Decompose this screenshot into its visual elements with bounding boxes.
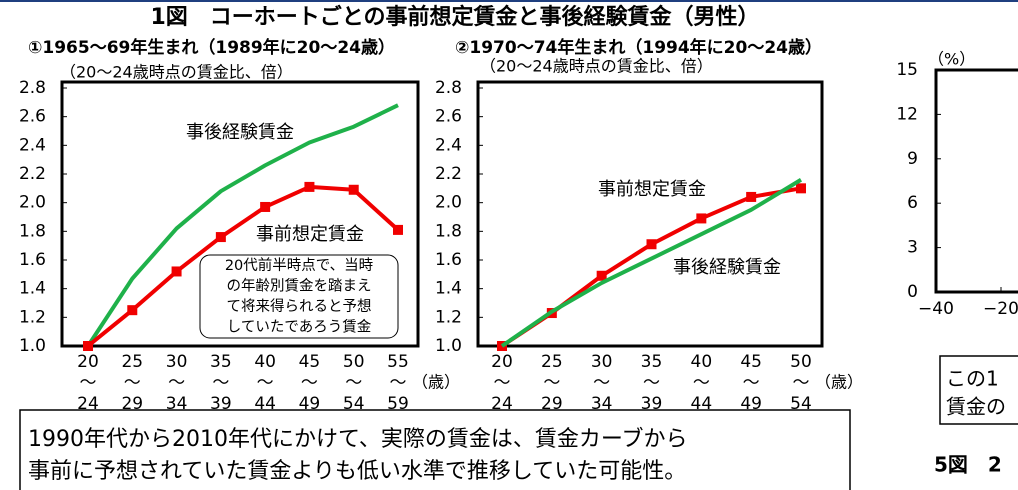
note-box	[19, 409, 851, 490]
plot-frame	[476, 80, 824, 348]
x-tick-label: 50 ～ 54	[343, 352, 365, 414]
point-marker	[260, 201, 271, 212]
x-tick-label: 45 ～ 49	[740, 352, 762, 414]
x-tick-label: −20	[983, 299, 1018, 319]
point-marker	[393, 224, 403, 235]
point-marker	[796, 183, 806, 194]
y-tick-label: 15	[896, 60, 918, 80]
subtitle: ②1970～74年生まれ（1994年に20～24歳）	[455, 37, 822, 58]
annotation-line: 20代前半時点で、当時	[225, 257, 373, 274]
y-tick-label: 2.2	[435, 164, 462, 184]
y-tick-label: 1.0	[435, 336, 462, 356]
side-note-line: 賃金の	[946, 395, 1006, 419]
x-tick-label: 40 ～ 44	[254, 352, 276, 414]
y-tick-label: 2.6	[19, 107, 46, 127]
annotation-line: していたであろう賃金	[227, 319, 372, 336]
series-label: 事前想定賃金	[598, 179, 706, 200]
y-tick-label: 0	[907, 282, 918, 302]
subtitle: ①1965～69年生まれ（1989年に20～24歳）	[28, 37, 395, 58]
x-unit: （歳）	[412, 373, 460, 392]
y-tick-label: 12	[896, 104, 918, 124]
y-tick-label: 2.6	[435, 107, 462, 127]
y-tick-label: 6	[907, 193, 918, 213]
side-note-box	[939, 355, 1018, 425]
point-marker	[127, 305, 138, 316]
y-tick-label: 1.6	[435, 250, 462, 270]
x-tick-label: 35 ～ 39	[210, 352, 232, 414]
next-figure-title: 5図 2	[934, 453, 1002, 477]
y-tick-label: 2.4	[435, 135, 462, 155]
point-marker	[596, 270, 607, 281]
point-marker	[83, 341, 93, 351]
x-tick-label: 25 ～ 29	[121, 352, 143, 414]
side-note-line: この1	[946, 367, 999, 391]
y-axis-label: （20～24歳時点の賃金比、倍）	[60, 63, 293, 82]
plot-frame	[934, 68, 1018, 294]
y-tick-label: 2.0	[435, 193, 462, 213]
line-series	[86, 103, 399, 348]
chart-title: 1図 コーホートごとの事前想定賃金と事後経験賃金（男性）	[150, 4, 759, 30]
x-tick-label: 30 ～ 34	[166, 352, 188, 414]
annotation-box	[199, 254, 399, 339]
point-marker	[696, 213, 707, 224]
y-tick-label: 1.2	[435, 307, 462, 327]
y-tick-label: 1.6	[19, 250, 46, 270]
plot-frame	[60, 80, 420, 348]
x-tick-label: 50 ～ 54	[790, 352, 812, 414]
series-label: 事後経験賃金	[673, 257, 781, 278]
annotation-line: て将来得られると予想	[227, 298, 372, 315]
y-tick-label: 1.4	[435, 279, 462, 299]
y-tick-label: 3	[907, 238, 918, 258]
x-tick-label: 20 ～ 24	[491, 352, 513, 414]
y-axis-label: （20～24歳時点の賃金比、倍）	[480, 57, 713, 76]
x-tick-label: −40	[918, 299, 954, 319]
y-tick-label: 1.4	[19, 279, 46, 299]
y-tick-label: 2.8	[435, 78, 462, 98]
annotation-line: の年齢別賃金を踏まえ	[227, 278, 372, 295]
y-tick-label: 1.8	[435, 221, 462, 241]
y-tick-label: 2.8	[19, 78, 46, 98]
point-marker	[304, 181, 315, 192]
x-tick-label: 45 ～ 49	[299, 352, 321, 414]
y-tick-label: 2.0	[19, 193, 46, 213]
note-line: 1990年代から2010年代にかけて、実際の賃金は、賃金カーブから	[28, 427, 688, 452]
x-tick-label: 55 ～ 59	[387, 352, 409, 414]
note-line: 事前に予想されていた賃金よりも低い水準で推移していた可能性。	[28, 459, 686, 484]
y-tick-label: 9	[907, 149, 918, 169]
point-marker	[215, 232, 226, 243]
y-tick-label: 1.0	[19, 336, 46, 356]
x-tick-label: 30 ～ 34	[591, 352, 613, 414]
series-label: 事前想定賃金	[256, 224, 364, 245]
y-tick-label: 2.4	[19, 135, 46, 155]
y-axis-label: （%）	[928, 50, 975, 69]
x-tick-label: 40 ～ 44	[691, 352, 713, 414]
line-series	[86, 184, 400, 348]
x-tick-label: 25 ～ 29	[541, 352, 563, 414]
point-marker	[746, 191, 757, 202]
y-tick-label: 1.2	[19, 307, 46, 327]
series-label: 事後経験賃金	[186, 122, 294, 143]
x-unit: （歳）	[815, 373, 863, 392]
x-tick-label: 20 ～ 24	[77, 352, 99, 414]
point-marker	[348, 184, 359, 195]
x-tick-label: 35 ～ 39	[641, 352, 663, 414]
y-tick-label: 2.2	[19, 164, 46, 184]
point-marker	[646, 239, 657, 250]
y-tick-label: 1.8	[19, 221, 46, 241]
point-marker	[171, 266, 182, 277]
line-series	[500, 178, 803, 348]
